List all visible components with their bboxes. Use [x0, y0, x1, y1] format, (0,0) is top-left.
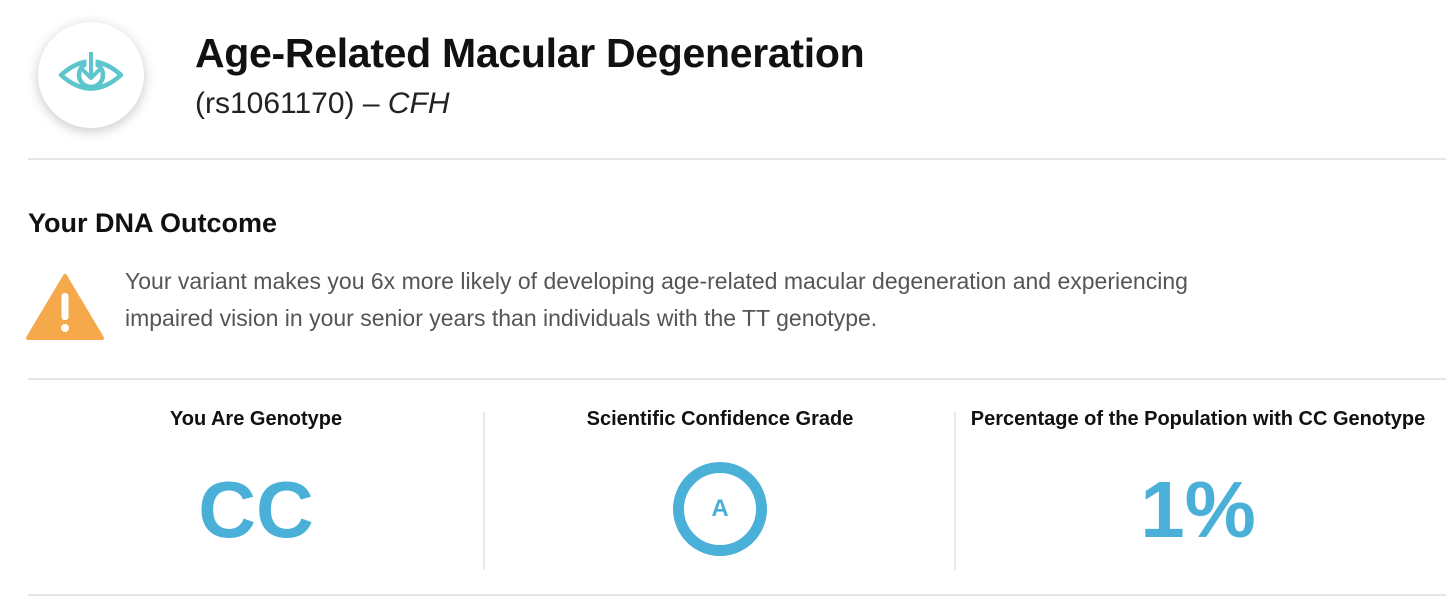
- confidence-stat: Scientific Confidence Grade A: [486, 382, 954, 594]
- population-stat: Percentage of the Population with CC Gen…: [956, 382, 1440, 594]
- outcome-heading: Your DNA Outcome: [28, 208, 278, 238]
- trait-icon-badge: [38, 22, 144, 128]
- population-label: Percentage of the Population with CC Gen…: [970, 408, 1426, 430]
- confidence-grade-badge: A: [673, 462, 767, 556]
- eye-icon: [58, 50, 124, 91]
- warning-icon: [26, 274, 104, 340]
- page-subtitle: (rs1061170) – CFH: [195, 87, 450, 121]
- population-value: 1%: [1140, 465, 1256, 554]
- genotype-value: CC: [198, 465, 314, 554]
- confidence-label: Scientific Confidence Grade: [586, 408, 854, 430]
- stat-separator: [954, 412, 956, 570]
- confidence-grade: A: [711, 495, 729, 522]
- bottom-divider: [28, 594, 1446, 596]
- gene-label: CFH: [387, 87, 450, 120]
- stat-separator: [483, 412, 485, 570]
- grade-ring: [673, 462, 767, 556]
- rsid-label: (rs1061170) –: [195, 87, 388, 120]
- outcome-description: Your variant makes you 6x more likely of…: [125, 268, 1188, 331]
- page-title: Age-Related Macular Degeneration: [195, 30, 865, 76]
- outcome-divider: [28, 378, 1446, 380]
- genotype-label: You Are Genotype: [169, 408, 343, 430]
- genotype-stat: You Are Genotype CC: [28, 382, 484, 594]
- header-divider: [28, 158, 1446, 160]
